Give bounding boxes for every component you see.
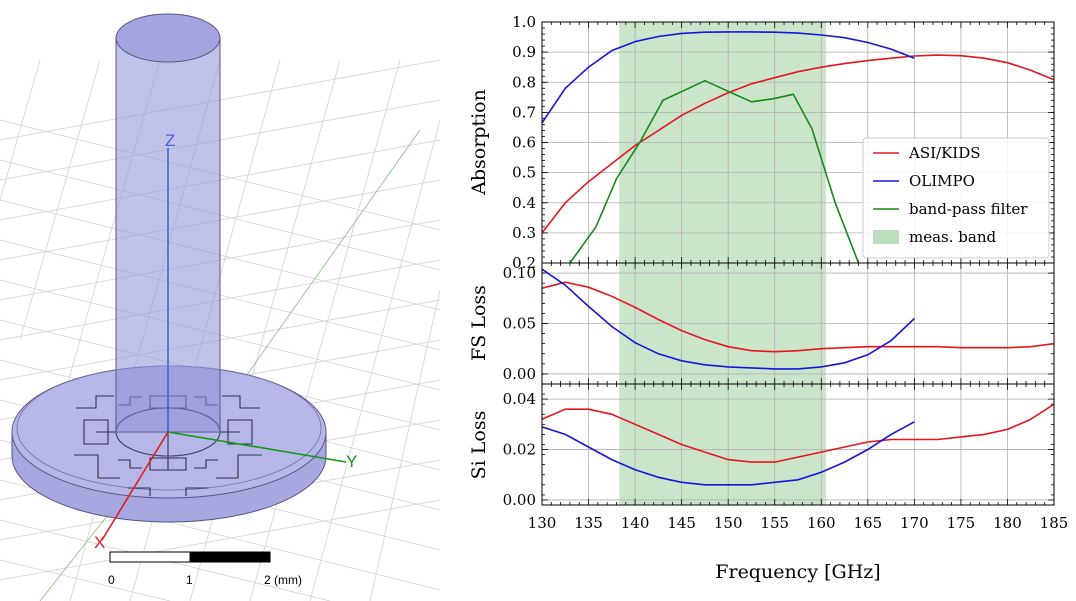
x-tick-label: 165 <box>853 514 882 532</box>
x-tick-label: 170 <box>900 514 929 532</box>
series-line-asi-kids <box>542 281 1054 353</box>
legend-entry: band-pass filter <box>909 200 1028 218</box>
series-line-band-pass-filter <box>569 79 860 263</box>
legend-entry: OLIMPO <box>909 172 975 190</box>
y-tick-label: 0.05 <box>503 315 536 333</box>
series-line-asi-kids <box>542 403 1054 463</box>
scale-label-2: 2 (mm) <box>264 573 302 587</box>
y-tick-label: 0.9 <box>512 43 536 61</box>
y-tick-label: 0.02 <box>503 441 536 459</box>
scale-label-1: 1 <box>186 573 193 587</box>
chart-panel-3: 0.00 0.02 0.04 Si Loss 130 135 140 145 150 155 160… <box>468 383 1069 583</box>
y-tick-label: 0.00 <box>503 365 536 383</box>
chart-legend: ASI/KIDS OLIMPO band-pass filter meas. band <box>862 137 1050 259</box>
x-tick-label: 140 <box>621 514 650 532</box>
y-tick-label: 0.8 <box>512 73 536 91</box>
x-axis-label: Frequency [GHz] <box>715 561 880 583</box>
y-axis-label: Si Loss <box>468 411 490 480</box>
y-axis-label: Absorption <box>468 89 490 196</box>
x-tick-label: 180 <box>993 514 1022 532</box>
legend-box <box>862 137 1050 259</box>
y-tick-label: 0.04 <box>503 390 536 408</box>
chart-panel-2: 0.00 0.05 0.10 FS Loss <box>468 262 1055 385</box>
x-tick-label: 130 <box>528 514 557 532</box>
series-line-asi-kids <box>542 54 1054 234</box>
x-axis-label: X <box>94 533 105 552</box>
chart-panel-1: 0.2 0.3 0.4 0.5 0.6 0.7 0.8 0.9 1.0 Absorption <box>468 13 1055 272</box>
model-view: Z X Y 0 1 2 (mm) <box>0 13 440 601</box>
legend-swatch <box>873 230 899 244</box>
scale-bar: 0 1 2 (mm) <box>108 551 302 587</box>
measurement-band <box>619 384 826 505</box>
x-tick-label: 145 <box>667 514 696 532</box>
y-axis-label: Y <box>346 452 357 471</box>
y-tick-label: 0.00 <box>503 491 536 509</box>
series-line-olimpo <box>542 31 915 124</box>
y-tick-label: 0.7 <box>512 103 536 121</box>
series-line-olimpo <box>542 421 915 486</box>
x-tick-label: 135 <box>574 514 603 532</box>
green-guide-line <box>214 129 421 421</box>
panel-frame <box>541 383 1055 506</box>
y-axis-label: FS Loss <box>468 285 490 361</box>
x-axis-line <box>101 431 169 541</box>
scale-label-0: 0 <box>108 573 115 587</box>
z-axis-label: Z <box>165 131 175 150</box>
y-tick-label: 0.5 <box>512 164 536 182</box>
x-tick-label: 150 <box>714 514 743 532</box>
x-tick-label: 185 <box>1040 514 1069 532</box>
legend-entry: ASI/KIDS <box>908 144 981 162</box>
y-tick-label: 0.3 <box>512 224 536 242</box>
y-tick-label: 0.4 <box>512 194 536 212</box>
x-tick-label: 155 <box>760 514 789 532</box>
legend-entry: meas. band <box>909 228 996 246</box>
y-tick-label: 0.10 <box>503 264 536 282</box>
series-line-olimpo <box>542 268 915 370</box>
x-tick-label: 175 <box>947 514 976 532</box>
x-tick-label: 160 <box>807 514 836 532</box>
y-tick-label: 0.2 <box>512 254 536 272</box>
y-axis-line <box>167 431 347 463</box>
y-tick-label: 0.6 <box>512 134 536 152</box>
y-tick-label: 1.0 <box>512 13 536 31</box>
